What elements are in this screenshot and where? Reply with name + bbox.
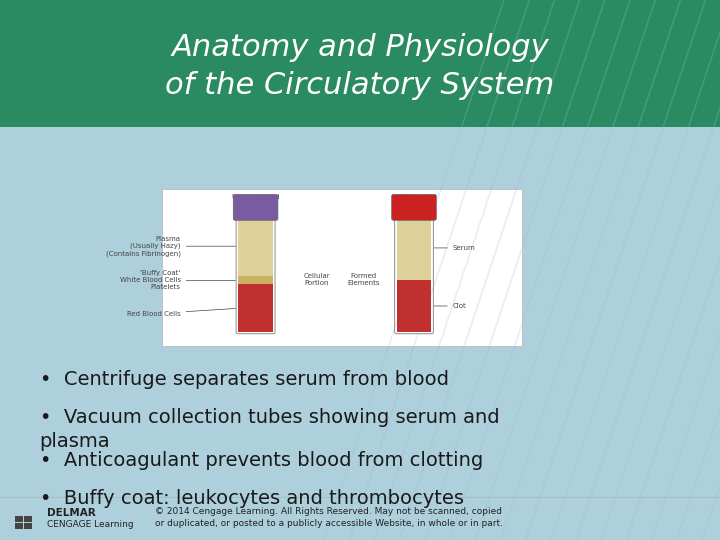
Text: •  Centrifuge separates serum from blood: • Centrifuge separates serum from blood: [40, 370, 449, 389]
Text: Cellular
Portion: Cellular Portion: [304, 273, 330, 286]
Text: Serum: Serum: [434, 245, 476, 251]
Text: Clot: Clot: [434, 303, 467, 309]
FancyBboxPatch shape: [238, 216, 273, 276]
FancyBboxPatch shape: [0, 0, 720, 127]
FancyBboxPatch shape: [15, 523, 23, 529]
Text: •  Vacuum collection tubes showing serum and
plasma: • Vacuum collection tubes showing serum …: [40, 408, 499, 451]
Text: •  Buffy coat: leukocytes and thrombocytes: • Buffy coat: leukocytes and thrombocyte…: [40, 489, 464, 508]
Text: © 2014 Cengage Learning. All Rights Reserved. May not be scanned, copied
or dupl: © 2014 Cengage Learning. All Rights Rese…: [155, 507, 503, 528]
Text: Plasma
(Usually Hazy)
(Contains Fibrinogen): Plasma (Usually Hazy) (Contains Fibrinog…: [106, 235, 235, 256]
FancyBboxPatch shape: [15, 516, 23, 522]
FancyBboxPatch shape: [397, 280, 431, 332]
Text: Clotted
Blood: Clotted Blood: [402, 194, 426, 207]
FancyBboxPatch shape: [162, 189, 522, 346]
FancyBboxPatch shape: [233, 194, 278, 220]
FancyBboxPatch shape: [397, 216, 431, 280]
Text: •  Anticoagulant prevents blood from clotting: • Anticoagulant prevents blood from clot…: [40, 451, 483, 470]
Text: CENGAGE Learning: CENGAGE Learning: [47, 521, 133, 529]
Text: Red Blood Cells: Red Blood Cells: [127, 308, 235, 316]
Text: of the Circulatory System: of the Circulatory System: [166, 71, 554, 99]
FancyBboxPatch shape: [24, 516, 32, 522]
Text: Formed
Elements: Formed Elements: [347, 273, 380, 286]
FancyBboxPatch shape: [24, 523, 32, 529]
Text: Anatomy and Physiology: Anatomy and Physiology: [171, 33, 549, 62]
Text: 'Buffy Coat'
White Blood Cells
Platelets: 'Buffy Coat' White Blood Cells Platelets: [120, 271, 235, 291]
Text: Uncoagulated
Blood: Uncoagulated Blood: [231, 194, 280, 207]
FancyBboxPatch shape: [238, 276, 273, 285]
Text: DELMAR: DELMAR: [47, 508, 96, 518]
FancyBboxPatch shape: [392, 194, 436, 220]
FancyBboxPatch shape: [238, 285, 273, 332]
